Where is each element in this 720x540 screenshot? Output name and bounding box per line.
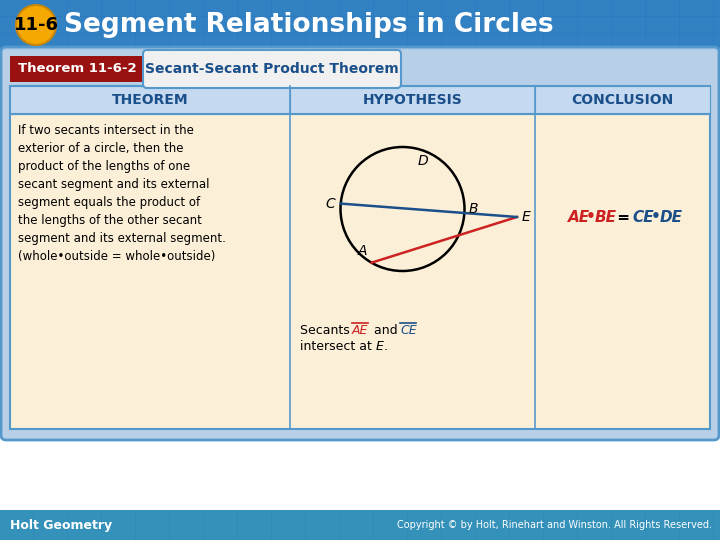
FancyBboxPatch shape <box>0 0 33 16</box>
FancyBboxPatch shape <box>204 510 237 540</box>
FancyBboxPatch shape <box>646 34 679 50</box>
FancyBboxPatch shape <box>238 510 271 540</box>
FancyBboxPatch shape <box>510 0 543 16</box>
FancyBboxPatch shape <box>510 510 543 540</box>
Text: product of the lengths of one: product of the lengths of one <box>18 160 190 173</box>
FancyBboxPatch shape <box>204 0 237 16</box>
Text: segment and its external segment.: segment and its external segment. <box>18 232 226 245</box>
Text: the lengths of the other secant: the lengths of the other secant <box>18 214 202 227</box>
FancyBboxPatch shape <box>476 510 509 540</box>
Text: D: D <box>418 154 428 168</box>
Text: CE: CE <box>632 210 654 225</box>
Text: intersect at: intersect at <box>300 340 376 353</box>
FancyBboxPatch shape <box>544 0 577 16</box>
Text: 11-6: 11-6 <box>14 16 58 34</box>
FancyBboxPatch shape <box>408 34 441 50</box>
FancyBboxPatch shape <box>170 510 203 540</box>
FancyBboxPatch shape <box>612 0 645 16</box>
Text: BE: BE <box>595 210 616 225</box>
FancyBboxPatch shape <box>272 0 305 16</box>
FancyBboxPatch shape <box>34 510 67 540</box>
FancyBboxPatch shape <box>272 17 305 33</box>
Text: .: . <box>384 340 388 353</box>
FancyBboxPatch shape <box>714 0 720 16</box>
FancyBboxPatch shape <box>612 34 645 50</box>
FancyBboxPatch shape <box>646 510 679 540</box>
FancyBboxPatch shape <box>68 510 101 540</box>
FancyBboxPatch shape <box>680 510 713 540</box>
Text: Secant-Secant Product Theorem: Secant-Secant Product Theorem <box>145 62 399 76</box>
FancyBboxPatch shape <box>646 17 679 33</box>
FancyBboxPatch shape <box>136 17 169 33</box>
FancyBboxPatch shape <box>442 510 475 540</box>
Text: Secants: Secants <box>300 324 354 337</box>
FancyBboxPatch shape <box>544 17 577 33</box>
FancyBboxPatch shape <box>408 17 441 33</box>
Text: B: B <box>469 202 478 216</box>
FancyBboxPatch shape <box>10 56 145 82</box>
FancyBboxPatch shape <box>68 17 101 33</box>
Text: and: and <box>370 324 402 337</box>
FancyBboxPatch shape <box>34 17 67 33</box>
FancyBboxPatch shape <box>340 34 373 50</box>
FancyBboxPatch shape <box>290 86 535 114</box>
FancyBboxPatch shape <box>34 34 67 50</box>
FancyBboxPatch shape <box>476 0 509 16</box>
FancyBboxPatch shape <box>170 0 203 16</box>
FancyBboxPatch shape <box>510 34 543 50</box>
Text: E: E <box>376 340 384 353</box>
FancyBboxPatch shape <box>442 34 475 50</box>
FancyBboxPatch shape <box>714 510 720 540</box>
Text: CONCLUSION: CONCLUSION <box>572 93 674 107</box>
Text: A: A <box>358 244 367 258</box>
Text: E: E <box>522 210 531 224</box>
FancyBboxPatch shape <box>0 17 33 33</box>
FancyBboxPatch shape <box>136 0 169 16</box>
FancyBboxPatch shape <box>714 34 720 50</box>
Text: segment equals the product of: segment equals the product of <box>18 196 200 209</box>
FancyBboxPatch shape <box>714 17 720 33</box>
FancyBboxPatch shape <box>340 0 373 16</box>
Text: Copyright © by Holt, Rinehart and Winston. All Rights Reserved.: Copyright © by Holt, Rinehart and Winsto… <box>397 520 712 530</box>
FancyBboxPatch shape <box>204 17 237 33</box>
Text: secant segment and its external: secant segment and its external <box>18 178 210 191</box>
FancyBboxPatch shape <box>1 47 719 440</box>
FancyBboxPatch shape <box>102 0 135 16</box>
Text: CE: CE <box>400 324 417 337</box>
FancyBboxPatch shape <box>374 510 407 540</box>
FancyBboxPatch shape <box>476 34 509 50</box>
FancyBboxPatch shape <box>510 17 543 33</box>
FancyBboxPatch shape <box>10 86 290 114</box>
FancyBboxPatch shape <box>442 0 475 16</box>
FancyBboxPatch shape <box>578 510 611 540</box>
FancyBboxPatch shape <box>578 17 611 33</box>
FancyBboxPatch shape <box>136 510 169 540</box>
FancyBboxPatch shape <box>578 34 611 50</box>
FancyBboxPatch shape <box>102 17 135 33</box>
FancyBboxPatch shape <box>102 34 135 50</box>
FancyBboxPatch shape <box>204 34 237 50</box>
FancyBboxPatch shape <box>34 0 67 16</box>
FancyBboxPatch shape <box>0 0 720 50</box>
Text: AE: AE <box>352 324 369 337</box>
FancyBboxPatch shape <box>0 34 33 50</box>
FancyBboxPatch shape <box>272 510 305 540</box>
Text: DE: DE <box>660 210 683 225</box>
FancyBboxPatch shape <box>136 34 169 50</box>
FancyBboxPatch shape <box>102 510 135 540</box>
FancyBboxPatch shape <box>340 510 373 540</box>
Text: Segment Relationships in Circles: Segment Relationships in Circles <box>64 12 554 38</box>
Circle shape <box>16 5 56 45</box>
FancyBboxPatch shape <box>238 17 271 33</box>
FancyBboxPatch shape <box>374 17 407 33</box>
Text: If two secants intersect in the: If two secants intersect in the <box>18 124 194 137</box>
FancyBboxPatch shape <box>0 510 720 540</box>
Text: Theorem 11-6-2: Theorem 11-6-2 <box>18 63 137 76</box>
FancyBboxPatch shape <box>544 510 577 540</box>
FancyBboxPatch shape <box>544 34 577 50</box>
FancyBboxPatch shape <box>306 0 339 16</box>
FancyBboxPatch shape <box>306 34 339 50</box>
FancyBboxPatch shape <box>612 17 645 33</box>
FancyBboxPatch shape <box>680 0 713 16</box>
